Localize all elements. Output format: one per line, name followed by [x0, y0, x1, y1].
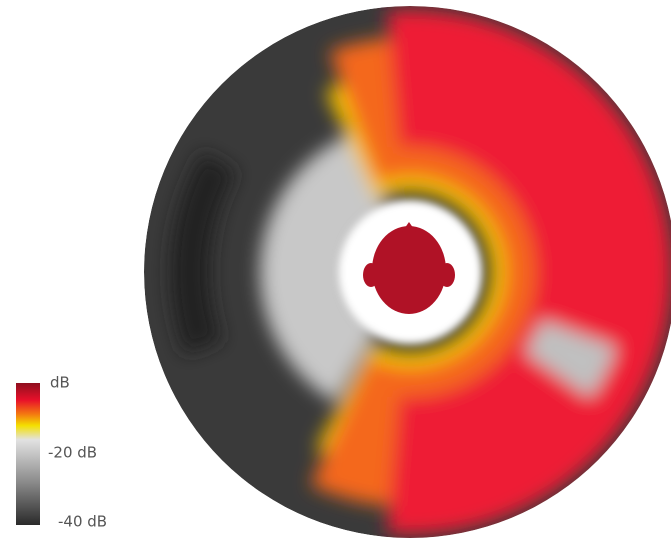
dark-streak: [170, 152, 237, 355]
light-band: [260, 131, 390, 402]
colorbar-label: -20 dB: [48, 444, 97, 462]
heatmap: [144, 6, 671, 538]
head-icon: [363, 222, 455, 314]
colorbar: [16, 383, 40, 525]
gray-streak: [524, 319, 617, 399]
colorbar-label: -40 dB: [58, 513, 107, 531]
red-band: [387, 10, 671, 534]
colorbar-label: dB: [50, 374, 70, 392]
